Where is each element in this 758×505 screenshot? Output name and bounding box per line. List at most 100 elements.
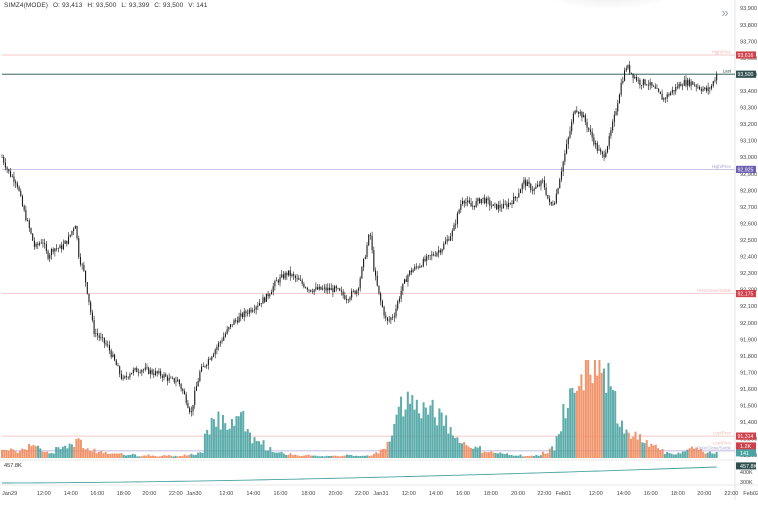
volume-bar [357, 455, 360, 458]
time-tick-label: 18:00 [117, 491, 131, 497]
candle-body [704, 87, 706, 89]
candle-body [378, 285, 380, 294]
candle-body [347, 299, 349, 301]
price-tick-label: 93,300 [740, 106, 757, 112]
volume-bar [555, 436, 558, 458]
volume-bar [327, 455, 330, 458]
volume-value: V: 141 [188, 2, 208, 9]
volume-bar [106, 453, 109, 458]
symbol-label[interactable]: SIMZ4(MODE) [4, 2, 49, 9]
volume-bar [183, 454, 186, 458]
volume-bar [188, 454, 191, 458]
volume-bar [334, 455, 337, 458]
candle-body [395, 308, 397, 317]
price-tick-label: 92,700 [740, 205, 757, 211]
candle-body [513, 196, 515, 204]
candle-body [668, 94, 670, 96]
candle-body [598, 149, 600, 151]
candle-body [272, 286, 274, 292]
volume-bar [156, 456, 159, 458]
volume-bar [402, 416, 405, 458]
candle-body [129, 374, 131, 378]
candle-body [56, 248, 58, 249]
candle-body [144, 367, 146, 370]
candle-body [543, 180, 545, 188]
volume-bar [591, 383, 594, 458]
candle-body [606, 146, 609, 153]
volume-tag [736, 449, 756, 457]
candle-body [50, 249, 53, 255]
candle-body [21, 195, 24, 207]
volume-bar [620, 420, 623, 458]
candle-body [596, 143, 598, 151]
candle-body [247, 313, 249, 314]
volume-bar [330, 455, 333, 458]
volume-bar [553, 450, 556, 458]
candle-body [264, 297, 266, 302]
volume-bar [681, 451, 684, 458]
candle-body [644, 79, 646, 85]
price-tick-label: 91,700 [740, 370, 757, 376]
candle-body [305, 287, 307, 288]
candle-body [397, 301, 399, 309]
volume-bar [517, 455, 520, 458]
candle-body [496, 203, 498, 210]
volume-tick-label: 1.2K [740, 444, 751, 450]
candle-body [688, 79, 690, 86]
candle-body [235, 320, 237, 321]
time-tick-label: 22:00 [355, 491, 369, 497]
candle-body [456, 213, 458, 225]
volume-bar [634, 431, 637, 458]
volume-bar [424, 407, 427, 458]
price-tick-label: 92,600 [740, 221, 757, 227]
price-tick-label: 92,400 [740, 255, 757, 261]
volume-bar [140, 456, 143, 458]
volume-bar [30, 446, 33, 458]
candle-body [38, 243, 41, 245]
candle-body [480, 198, 482, 204]
volume-bar [48, 453, 51, 458]
volume-bar [582, 390, 585, 458]
candle-body [204, 365, 206, 367]
candle-body [320, 286, 322, 290]
candle-body [697, 86, 699, 88]
candle-body [630, 72, 632, 74]
volume-bar [564, 418, 567, 458]
candle-body [13, 176, 15, 182]
candle-body [151, 370, 153, 374]
volume-bar [219, 429, 222, 458]
volume-bar [55, 447, 58, 458]
candle-body [410, 270, 412, 273]
candle-body [137, 372, 140, 373]
candle-body [294, 275, 296, 279]
volume-bar [686, 449, 689, 458]
candle-body [223, 336, 225, 341]
collapse-panel-icon[interactable]: » [721, 5, 729, 20]
candle-body [417, 266, 419, 268]
volume-bar [61, 446, 64, 458]
volume-bar [377, 453, 380, 458]
candle-body [458, 209, 460, 214]
candle-body [231, 324, 233, 325]
volume-tag [736, 442, 756, 450]
candle-body [453, 224, 455, 231]
candle-body [705, 87, 707, 91]
candle-body [45, 244, 47, 252]
price-tag-label: 93,500 [738, 72, 754, 78]
volume-bar [244, 431, 247, 458]
volume-bar [314, 455, 317, 458]
volume-bar [487, 452, 490, 458]
candle-body [248, 309, 250, 314]
volume-bar [25, 449, 28, 458]
volume-bar [478, 446, 481, 458]
candle-body [444, 241, 447, 245]
volume-bar [332, 455, 335, 458]
candle-body [165, 374, 167, 377]
volume-bar [336, 456, 339, 458]
volume-bar [64, 445, 67, 458]
volume-bar [704, 453, 707, 458]
candle-body [497, 204, 499, 210]
candle-body [468, 200, 470, 203]
